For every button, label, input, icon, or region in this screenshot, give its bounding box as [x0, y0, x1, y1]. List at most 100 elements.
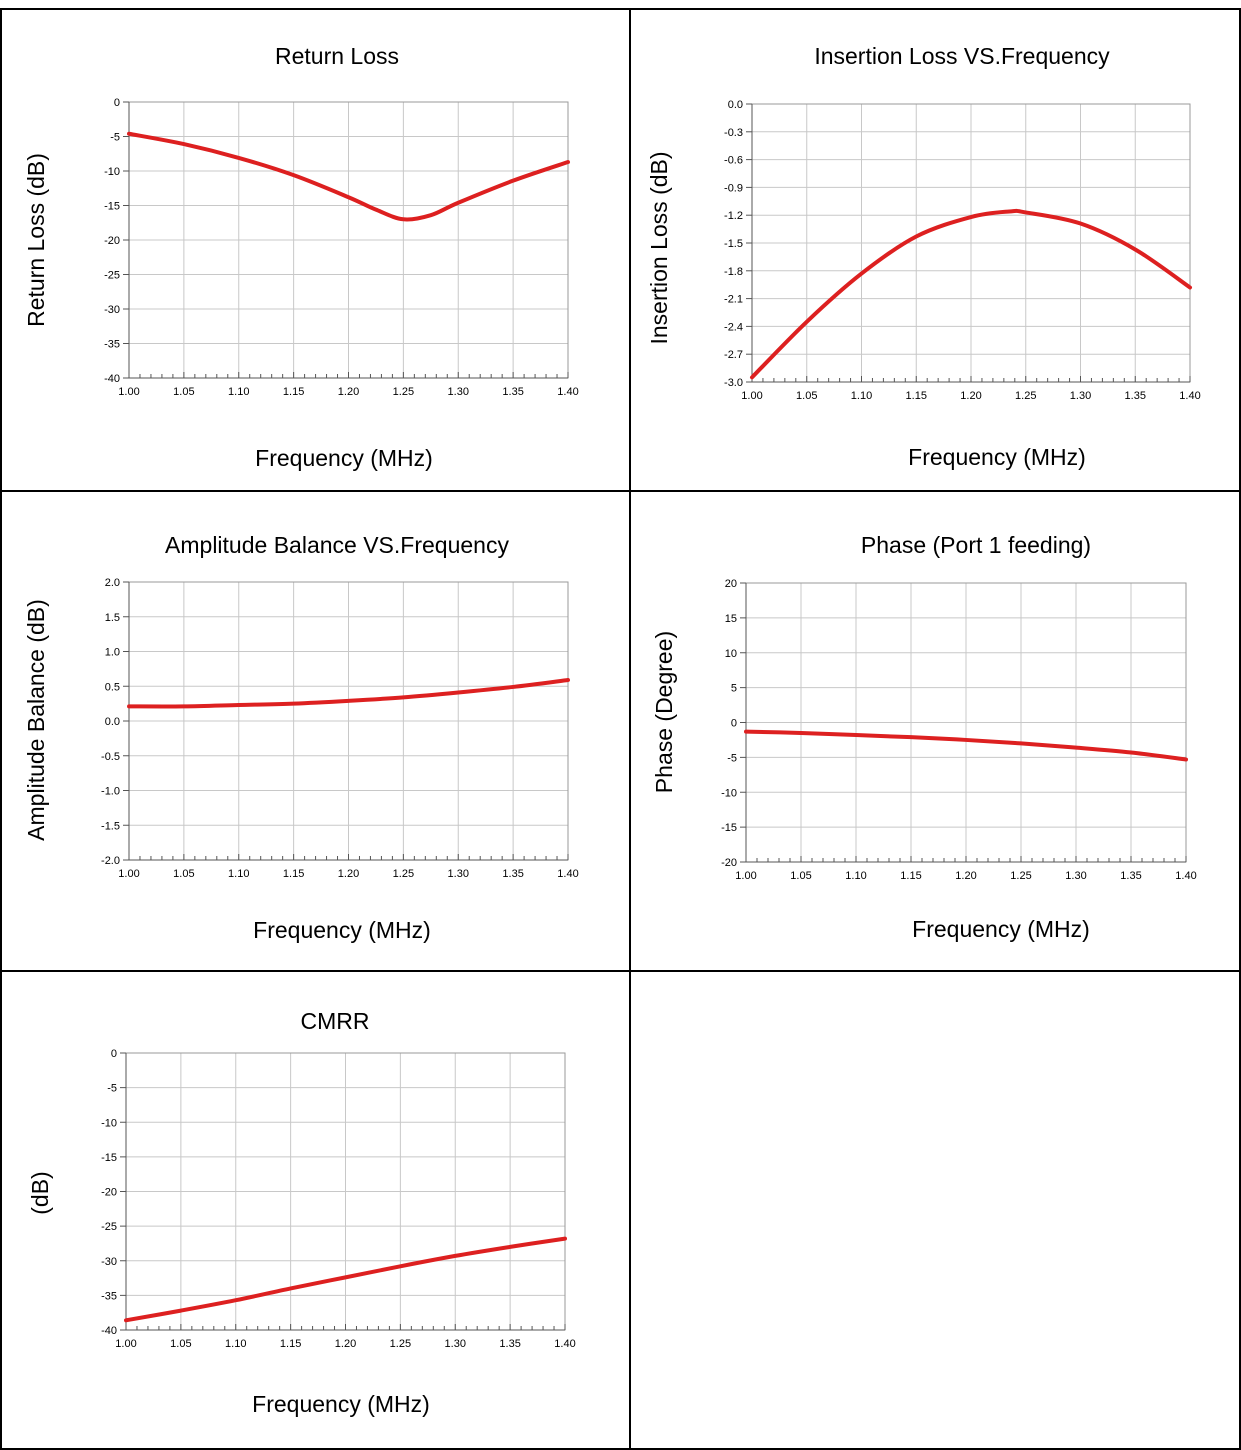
chart-title: Amplitude Balance VS.Frequency	[165, 532, 509, 558]
y-tick-label: -10	[104, 166, 120, 178]
y-tick-label: -40	[104, 373, 120, 385]
y-tick-label: 20	[725, 578, 737, 590]
x-tick-label: 1.15	[283, 386, 304, 398]
x-tick-label: 1.10	[845, 870, 866, 882]
y-tick-label: 1.5	[105, 612, 120, 624]
y-tick-label: -20	[104, 235, 120, 247]
x-tick-label: 1.25	[390, 1338, 411, 1350]
chart-title: Insertion Loss VS.Frequency	[814, 43, 1110, 69]
y-tick-label: 15	[725, 613, 737, 625]
y-tick-label: -5	[110, 132, 120, 144]
y-axis-label: Phase (Degree)	[651, 631, 677, 793]
y-tick-label: -25	[101, 1221, 117, 1233]
y-tick-label: -1.2	[724, 210, 743, 222]
x-tick-label: 1.05	[170, 1338, 191, 1350]
x-tick-label: 1.10	[225, 1338, 246, 1350]
y-tick-label: 5	[731, 683, 737, 695]
x-tick-label: 1.40	[554, 1338, 575, 1350]
insertion-loss-minor-ticks	[751, 376, 1191, 382]
phase-series-line-0	[744, 729, 1188, 762]
y-tick-label: -35	[101, 1290, 117, 1302]
cmrr-grid	[126, 1053, 565, 1330]
x-tick-label: 1.20	[955, 870, 976, 882]
y-tick-label: -15	[101, 1152, 117, 1164]
y-tick-label: 10	[725, 648, 737, 660]
x-axis-label: Frequency (MHz)	[255, 445, 433, 471]
x-tick-label: 1.30	[448, 386, 469, 398]
y-tick-label: -2.0	[101, 855, 120, 867]
x-tick-label: 1.10	[228, 868, 249, 880]
cmrr-series-line-0	[124, 1236, 567, 1323]
chart-title: Phase (Port 1 feeding)	[861, 532, 1091, 558]
amplitude-balance-minor-ticks	[128, 854, 569, 860]
chart-title: CMRR	[301, 1008, 370, 1034]
y-tick-label: -3.0	[724, 377, 743, 389]
x-axis-label: Frequency (MHz)	[252, 1391, 430, 1417]
y-tick-label: -40	[101, 1325, 117, 1337]
y-tick-label: 0	[111, 1048, 117, 1060]
x-tick-label: 1.15	[900, 870, 921, 882]
y-tick-label: -0.5	[101, 751, 120, 763]
x-tick-label: 1.35	[499, 1338, 520, 1350]
y-tick-label: -20	[721, 857, 737, 869]
y-tick-label: -1.5	[101, 820, 120, 832]
x-tick-label: 1.20	[338, 386, 359, 398]
y-tick-label: -15	[721, 822, 737, 834]
x-tick-label: 1.30	[448, 868, 469, 880]
x-tick-label: 1.35	[502, 386, 523, 398]
y-tick-label: -2.1	[724, 294, 743, 306]
y-tick-label: 0	[114, 97, 120, 109]
x-tick-label: 1.25	[393, 868, 414, 880]
y-tick-label: -5	[107, 1083, 117, 1095]
y-tick-label: -1.0	[101, 786, 120, 798]
x-tick-label: 1.10	[851, 390, 872, 402]
x-tick-label: 1.35	[1120, 870, 1141, 882]
x-tick-label: 1.00	[115, 1338, 136, 1350]
y-tick-label: -2.7	[724, 349, 743, 361]
y-axis-label: (dB)	[27, 1171, 53, 1214]
x-tick-label: 1.40	[1175, 870, 1196, 882]
y-tick-label: 0.0	[728, 99, 743, 111]
x-tick-label: 1.40	[1179, 390, 1200, 402]
y-tick-label: -1.8	[724, 266, 743, 278]
y-tick-label: -15	[104, 201, 120, 213]
y-tick-label: -0.6	[724, 155, 743, 167]
table-border	[0, 8, 1241, 1450]
y-axis-label: Insertion Loss (dB)	[646, 151, 672, 344]
x-tick-label: 1.25	[1010, 870, 1031, 882]
x-axis-label: Frequency (MHz)	[253, 917, 431, 943]
y-axis-label: Return Loss (dB)	[23, 153, 49, 327]
y-tick-label: 1.0	[105, 647, 120, 659]
x-tick-label: 1.15	[280, 1338, 301, 1350]
phase-minor-ticks	[745, 856, 1187, 862]
phase-grid	[746, 583, 1186, 862]
y-tick-label: -35	[104, 339, 120, 351]
y-tick-label: -1.5	[724, 238, 743, 250]
x-tick-label: 1.25	[393, 386, 414, 398]
x-tick-label: 1.30	[1065, 870, 1086, 882]
x-tick-label: 1.05	[796, 390, 817, 402]
y-tick-label: 0.5	[105, 681, 120, 693]
y-tick-label: -5	[727, 752, 737, 764]
x-tick-label: 1.05	[173, 386, 194, 398]
y-axis-label: Amplitude Balance (dB)	[23, 599, 49, 841]
y-tick-label: -20	[101, 1187, 117, 1199]
y-tick-label: -2.4	[724, 321, 743, 333]
y-tick-label: -0.3	[724, 127, 743, 139]
amplitude-balance-series-line-0	[127, 678, 570, 709]
return-loss-grid	[129, 102, 568, 378]
y-tick-label: 2.0	[105, 577, 120, 589]
x-tick-label: 1.15	[906, 390, 927, 402]
x-tick-label: 1.00	[735, 870, 756, 882]
cmrr-minor-ticks	[125, 1324, 566, 1330]
amplitude-balance-grid	[129, 582, 568, 860]
return-loss-series-line-0	[127, 131, 570, 222]
x-tick-label: 1.25	[1015, 390, 1036, 402]
y-tick-label: -25	[104, 270, 120, 282]
